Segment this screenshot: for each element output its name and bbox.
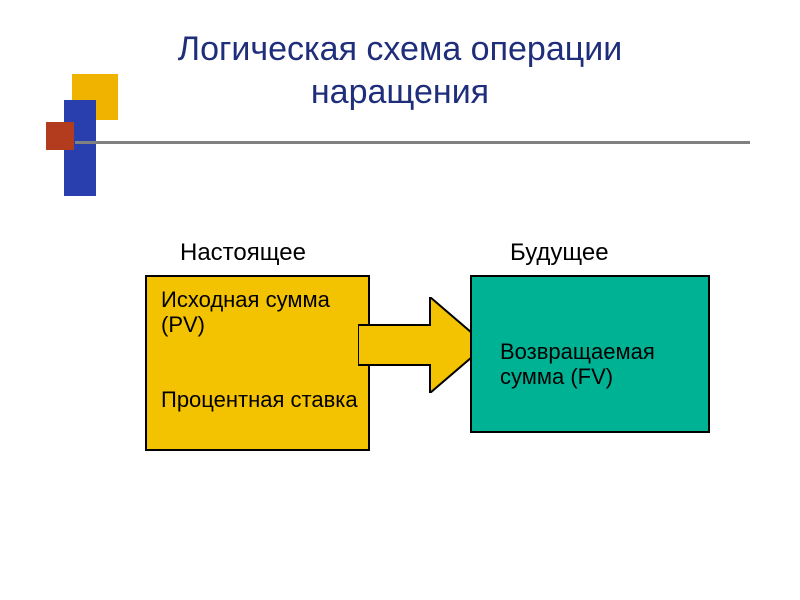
diagram-area: Настоящее Будущее Исходная сумма (PV) Пр… bbox=[0, 235, 800, 535]
label-future: Будущее bbox=[510, 239, 609, 267]
title-line-2: наращения bbox=[311, 73, 489, 111]
square-red bbox=[46, 122, 74, 150]
box-present-text-2: Процентная ставка bbox=[161, 387, 362, 412]
box-present-text-1: Исходная сумма (PV) bbox=[161, 287, 362, 338]
title-line-1: Логическая схема операции bbox=[178, 30, 622, 68]
box-future: Возвращаемая сумма (FV) bbox=[470, 275, 710, 433]
title-underline bbox=[75, 141, 750, 144]
arrow-icon bbox=[358, 297, 486, 393]
box-present: Исходная сумма (PV) Процентная ставка bbox=[145, 275, 370, 451]
box-future-text-1: Возвращаемая сумма (FV) bbox=[500, 339, 702, 390]
slide-title: Логическая схема операции наращения bbox=[0, 0, 800, 113]
corner-decoration bbox=[20, 30, 100, 150]
label-present: Настоящее bbox=[180, 239, 306, 267]
